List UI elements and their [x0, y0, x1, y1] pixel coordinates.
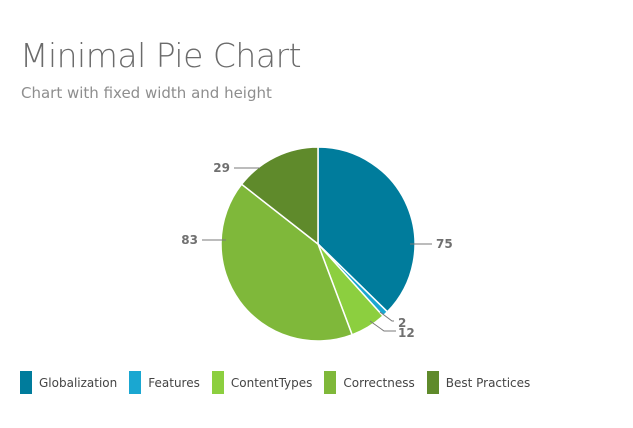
chart-subtitle: Chart with fixed width and height [21, 84, 272, 102]
data-label-contenttypes: 12 [398, 326, 415, 340]
chart-title: Minimal Pie Chart [20, 36, 302, 75]
legend-label: Best Practices [445, 375, 531, 390]
chart-legend: Globalization Features ContentTypes Correct… [20, 371, 542, 394]
pie-slice-best-practices[interactable] [240, 146, 319, 246]
pie-slice-globalization[interactable] [317, 146, 416, 313]
connector-contenttypes [369, 320, 396, 332]
legend-item-features[interactable]: Features [129, 371, 200, 394]
legend-item-globalization[interactable]: Globalization [20, 371, 117, 394]
legend-label: Correctness [343, 375, 415, 390]
legend-swatch [324, 371, 337, 394]
legend-item-best-practices[interactable]: Best Practices [426, 371, 531, 394]
legend-label: Features [148, 375, 200, 390]
legend-swatch [211, 371, 224, 394]
data-label-globalization: 75 [436, 237, 453, 251]
legend-label: ContentTypes [230, 375, 313, 390]
legend-swatch [129, 371, 142, 394]
pie-slice-correctness[interactable] [220, 183, 354, 342]
data-label-features: 2 [398, 316, 406, 330]
data-label-best-practices: 29 [213, 161, 230, 175]
legend-item-correctness[interactable]: Correctness [324, 371, 415, 394]
data-label-correctness: 83 [181, 233, 198, 247]
legend-swatch [426, 371, 439, 394]
legend-label: Globalization [39, 375, 118, 390]
legend-item-contenttypes[interactable]: ContentTypes [211, 371, 313, 394]
legend-swatch [20, 371, 32, 394]
connector-features [379, 311, 394, 322]
